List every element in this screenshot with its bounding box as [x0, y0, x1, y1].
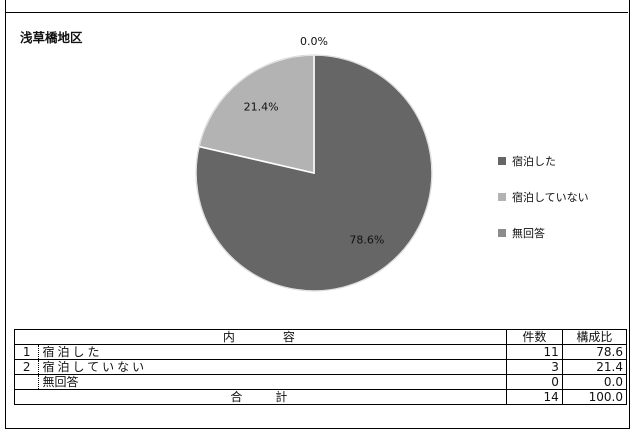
legend: 宿泊した 宿泊していない 無回答	[498, 151, 589, 259]
slice-data-label: 78.6%	[349, 233, 384, 246]
total-count: 14	[505, 389, 563, 405]
legend-label: 無回答	[512, 227, 545, 240]
legend-item-stayed: 宿泊した	[498, 151, 589, 171]
legend-item-not-stayed: 宿泊していない	[498, 187, 589, 207]
legend-swatch	[498, 193, 506, 201]
table-row: 1 宿泊した 11 78.6	[13, 344, 628, 360]
row-label: 無回答	[38, 374, 507, 390]
row-count: 11	[505, 344, 563, 360]
legend-label: 宿泊していない	[512, 191, 589, 204]
row-number: 1	[13, 344, 40, 360]
header-count: 件数	[505, 329, 563, 345]
legend-label: 宿泊した	[512, 155, 556, 168]
legend-swatch	[498, 229, 506, 237]
pie-chart: 78.6% 21.4% 0.0%	[195, 35, 433, 292]
legend-item-no-answer: 無回答	[498, 223, 589, 243]
pie-outline	[195, 54, 433, 292]
summary-table: 内 容 件数 構成比 1 宿泊した 11 78.6 2 宿泊していない 3 21…	[13, 329, 628, 405]
total-ratio: 100.0	[561, 389, 628, 405]
chart-title: 浅草橋地区	[20, 30, 83, 45]
header-content: 内 容	[14, 329, 507, 345]
row-ratio: 0.0	[561, 374, 628, 390]
row-label: 宿泊した	[38, 344, 507, 360]
header-ratio: 構成比	[561, 329, 628, 345]
row-label: 宿泊していない	[38, 359, 507, 375]
table-row: 無回答 0 0.0	[13, 374, 628, 390]
chart-frame	[5, 0, 630, 429]
table-header-row: 内 容 件数 構成比	[14, 329, 628, 345]
total-label: 合 計	[14, 389, 507, 405]
row-count: 0	[505, 374, 563, 390]
table-total-row: 合 計 14 100.0	[14, 389, 628, 405]
row-number	[13, 374, 40, 390]
slice-data-label: 21.4%	[244, 101, 279, 114]
row-number: 2	[13, 359, 40, 375]
slice-data-label: 0.0%	[300, 35, 328, 48]
row-count: 3	[505, 359, 563, 375]
table-row: 2 宿泊していない 3 21.4	[13, 359, 628, 375]
row-ratio: 21.4	[561, 359, 628, 375]
legend-swatch	[498, 157, 506, 165]
row-ratio: 78.6	[561, 344, 628, 360]
top-border	[5, 12, 628, 13]
